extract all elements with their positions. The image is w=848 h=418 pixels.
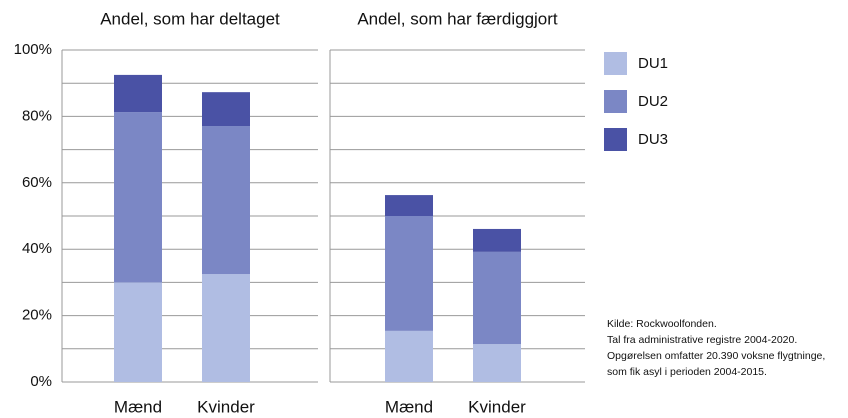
x-tick-label: Mænd <box>114 397 162 416</box>
legend-label: DU2 <box>638 93 668 110</box>
legend-swatch <box>604 52 627 75</box>
bar-segment <box>385 330 433 382</box>
y-tick-label: 40% <box>22 240 52 257</box>
bar-segment <box>385 216 433 331</box>
legend-swatch <box>604 128 627 151</box>
source-note: Tal fra administrative registre 2004-202… <box>607 334 797 346</box>
bar-segment <box>202 92 250 127</box>
bar-segment <box>473 228 521 252</box>
bar-segment <box>202 274 250 382</box>
bar-segment <box>473 251 521 345</box>
y-tick-label: 100% <box>14 41 52 58</box>
panel-title: Andel, som har færdiggjort <box>357 9 558 28</box>
legend-label: DU3 <box>638 131 668 148</box>
bar-segment <box>114 74 162 113</box>
source-note: Opgørelsen omfatter 20.390 voksne flygtn… <box>607 350 825 362</box>
y-tick-label: 80% <box>22 107 52 124</box>
y-tick-label: 0% <box>30 373 52 390</box>
bar-segment <box>114 282 162 382</box>
bar-segment <box>473 344 521 382</box>
source-note: som fik asyl i perioden 2004-2015. <box>607 366 767 378</box>
legend-label: DU1 <box>638 55 668 72</box>
bar-segment <box>385 195 433 216</box>
panel-title: Andel, som har deltaget <box>100 9 280 28</box>
bar-segment <box>114 112 162 283</box>
bar-segment <box>202 126 250 275</box>
legend-swatch <box>604 90 627 113</box>
y-tick-label: 20% <box>22 307 52 324</box>
x-tick-label: Kvinder <box>197 397 255 416</box>
x-tick-label: Mænd <box>385 397 433 416</box>
x-tick-label: Kvinder <box>468 397 526 416</box>
source-note: Kilde: Rockwoolfonden. <box>607 318 717 330</box>
y-tick-label: 60% <box>22 174 52 191</box>
